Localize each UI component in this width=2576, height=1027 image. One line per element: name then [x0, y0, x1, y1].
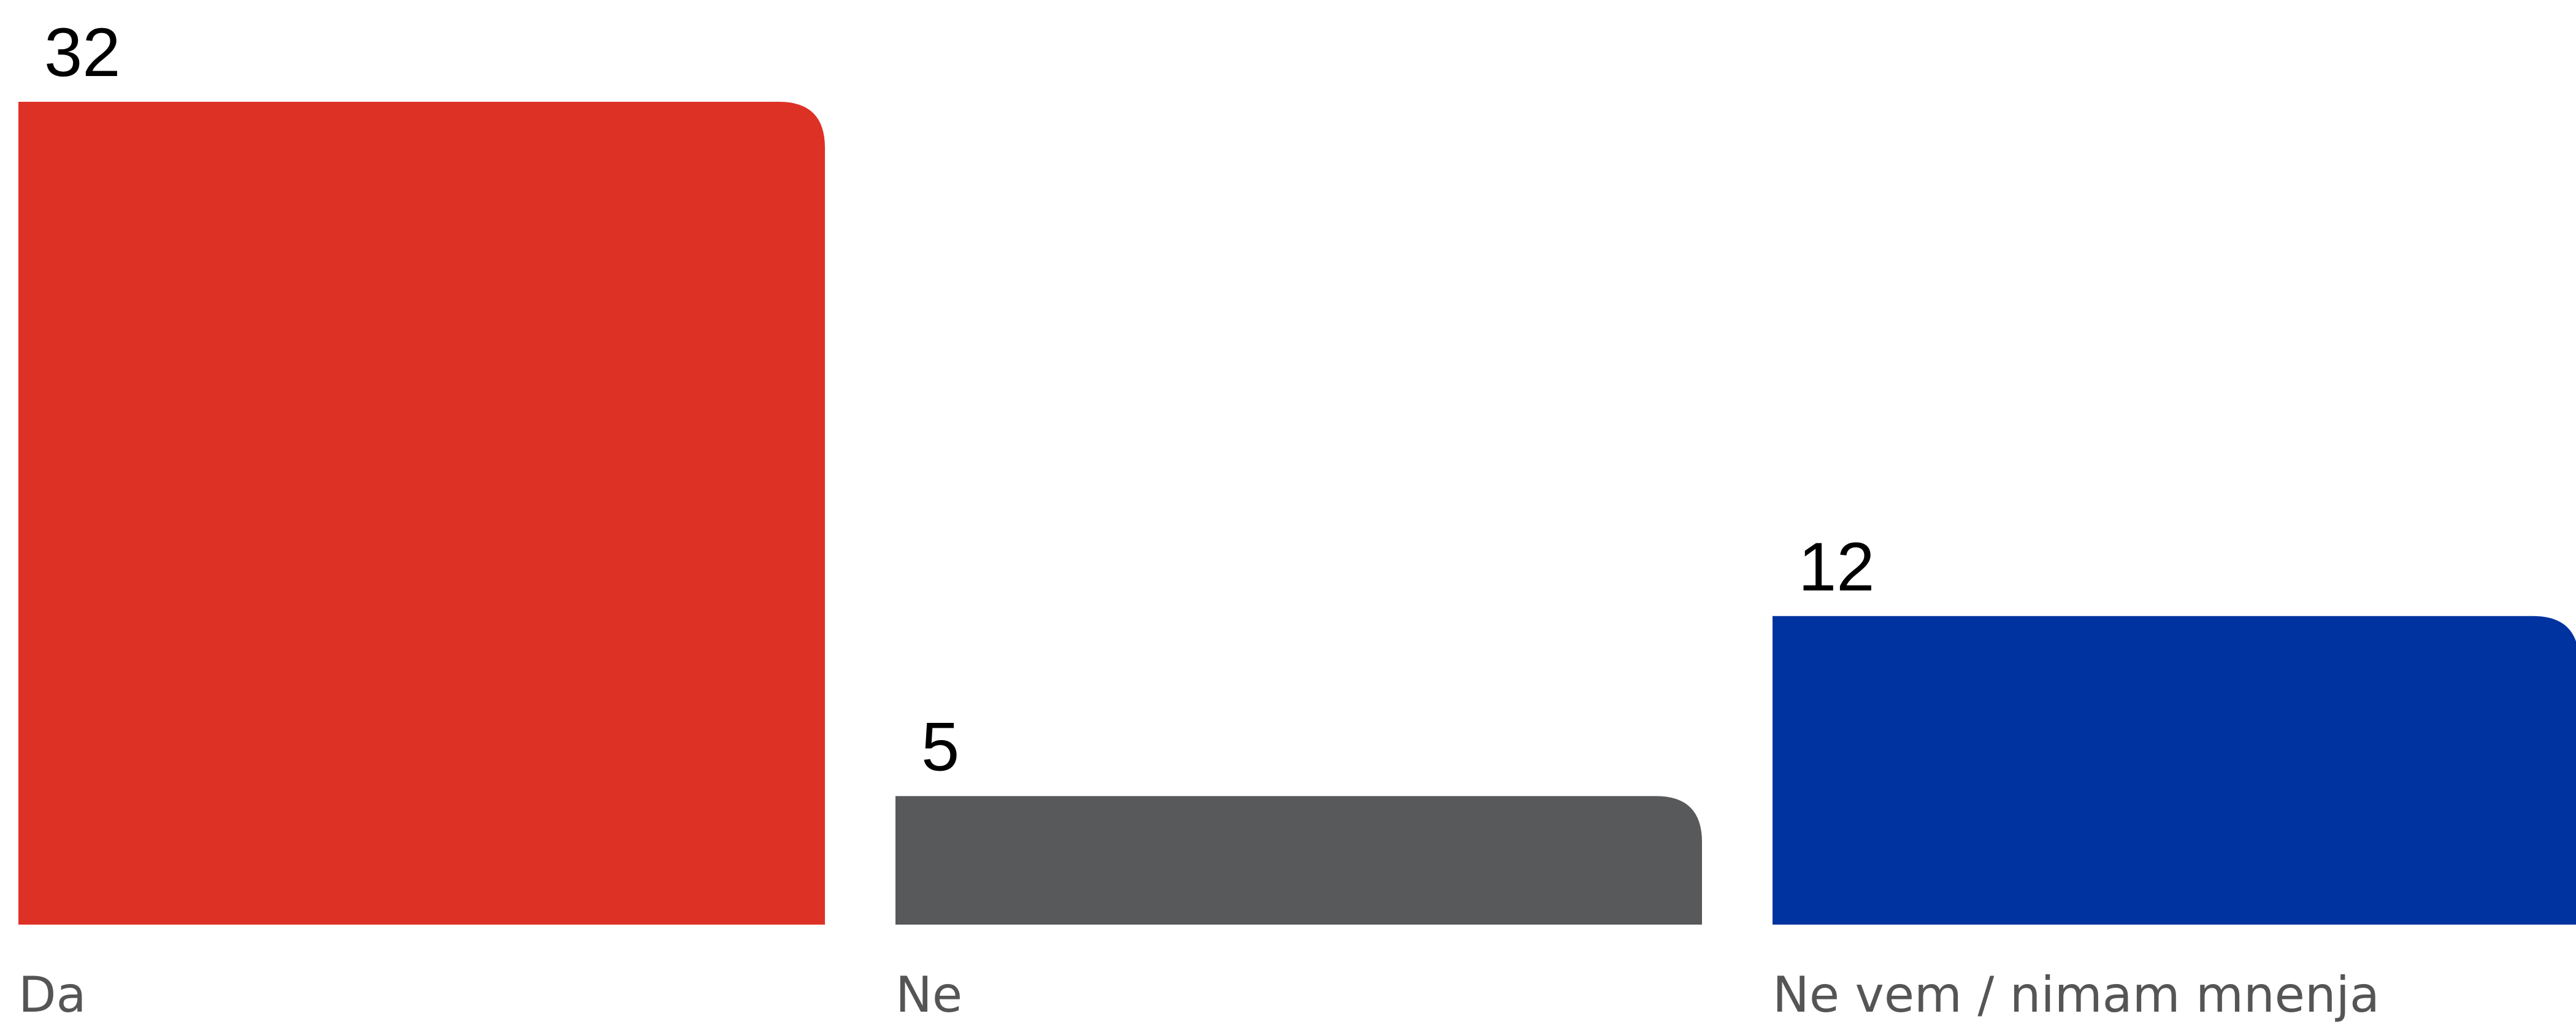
value-label-da: 32	[44, 14, 121, 91]
bar-da	[18, 102, 825, 925]
category-label-da: Da	[18, 966, 86, 1023]
value-labels-group: 32 5 12	[44, 14, 1875, 785]
value-label-ne-vem-nimam-mnenja: 12	[1798, 529, 1875, 605]
category-label-ne: Ne	[895, 966, 962, 1023]
value-label-ne: 5	[921, 708, 959, 785]
bar-ne-vem-nimam-mnenja	[1773, 616, 2576, 925]
bars-group	[18, 102, 2576, 925]
category-label-ne-vem-nimam-mnenja: Ne vem / nimam mnenja	[1773, 966, 2380, 1023]
bar-ne	[895, 796, 1702, 925]
category-labels-group: Da Ne Ne vem / nimam mnenja	[18, 966, 2380, 1023]
